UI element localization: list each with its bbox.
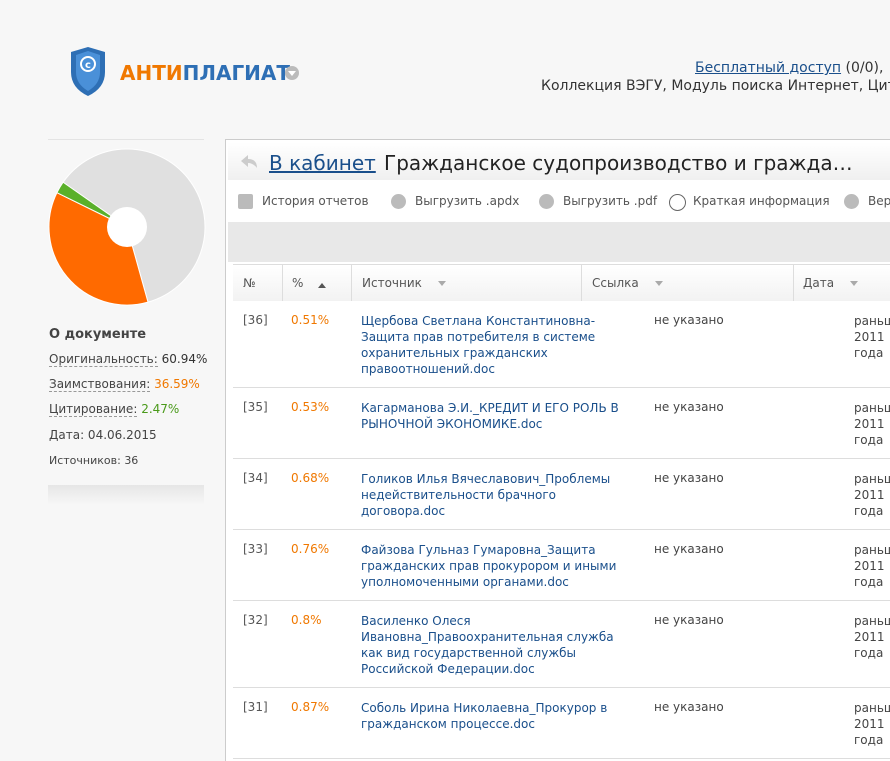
report-title: Гражданское судопроизводство и гражда… <box>384 151 853 175</box>
column-separator <box>282 265 283 301</box>
pie-slice <box>48 192 149 306</box>
toolbar-icon <box>391 194 406 209</box>
row-source[interactable]: Файзова Гульназ Гумаровна_Защита граждан… <box>361 543 617 589</box>
access: Бесплатный доступ (0/0), <box>695 60 883 76</box>
row-link: не указано <box>654 471 724 485</box>
row-source[interactable]: Щербова Светлана Константиновна-Защита п… <box>361 314 596 376</box>
table-row: [34] 0.68% Голиков Илья Вячеславович_Пробл… <box>233 459 890 530</box>
brand-menu[interactable] <box>284 65 300 81</box>
toolbar-icon <box>669 194 686 211</box>
brand-part: ПЛАГИАТ <box>182 61 291 85</box>
back-icon[interactable] <box>238 152 260 172</box>
panel-footer <box>48 485 204 505</box>
table-header <box>233 264 890 303</box>
filter-band <box>228 222 890 262</box>
column-header[interactable]: Дата <box>803 276 835 290</box>
column-header[interactable]: № <box>243 276 256 290</box>
stat: Заимствования: 36.59% <box>49 377 200 392</box>
back-link[interactable]: В кабинет <box>269 151 376 175</box>
pie-slice <box>56 181 128 228</box>
brand-part: АНТИ <box>120 61 183 85</box>
table-row: [36] 0.51% Щербова Светлана Константиновна… <box>233 301 890 388</box>
toolbar-icon <box>844 194 859 209</box>
toolbar-item[interactable]: Выгрузить .apdx <box>415 194 520 208</box>
row-percent: 0.68% <box>291 471 330 485</box>
row-source[interactable]: Соболь Ирина Николаевна_Прокурор в гражд… <box>361 701 608 731</box>
sort-arrow <box>655 281 663 290</box>
doc-sources: Источников: 36 <box>49 454 139 467</box>
row-number: [33] <box>243 542 268 556</box>
row-date: раньше 2011 года <box>854 614 890 660</box>
row-date: раньше 2011 года <box>854 543 890 589</box>
column-separator <box>581 265 582 301</box>
row-percent: 0.76% <box>291 542 330 556</box>
sort-arrow <box>850 281 858 290</box>
access-link[interactable]: Бесплатный доступ <box>695 60 842 76</box>
toolbar-item[interactable]: Версия для печати <box>868 194 890 208</box>
pie-hole <box>107 207 147 247</box>
row-number: [31] <box>243 700 268 714</box>
row-link: не указано <box>654 613 724 627</box>
row-number: [34] <box>243 471 268 485</box>
pie-chart <box>48 148 206 306</box>
row-link: не указано <box>654 400 724 414</box>
row-link: не указано <box>654 313 724 327</box>
logo-shield: c <box>71 47 105 96</box>
about-title: О документе <box>49 327 147 342</box>
column-separator <box>793 265 794 301</box>
report-header <box>228 142 890 180</box>
toolbar-icon <box>238 194 253 209</box>
table-row: [33] 0.76% Файзова Гульназ Гумаровна_Защит… <box>233 530 890 601</box>
row-date: раньше 2011 года <box>854 314 890 360</box>
toolbar-item[interactable]: История отчетов <box>262 194 369 208</box>
row-date: раньше 2011 года <box>854 472 890 518</box>
stat-value: 60.94% <box>161 352 208 366</box>
stat-value: 2.47% <box>141 402 180 416</box>
doc-date: Дата: 04.06.2015 <box>49 428 157 442</box>
row-percent: 0.8% <box>291 613 322 627</box>
row-percent: 0.53% <box>291 400 330 414</box>
table-row: [31] 0.87% Соболь Ирина Николаевна_Прокуро… <box>233 688 890 759</box>
toolbar-item[interactable]: Выгрузить .pdf <box>563 194 658 208</box>
stat: Цитирование: 2.47% <box>49 402 180 417</box>
row-number: [32] <box>243 613 268 627</box>
column-header[interactable]: Ссылка <box>592 276 639 290</box>
row-source[interactable]: Голиков Илья Вячеславович_Проблемы недей… <box>361 472 611 518</box>
divider <box>48 139 204 140</box>
svg-text:c: c <box>85 60 91 71</box>
column-header[interactable]: Источник <box>362 276 422 290</box>
stat-label: Оригинальность: <box>49 352 158 367</box>
sort-arrow <box>438 281 446 290</box>
access-count: (0/0), <box>845 60 884 76</box>
stat-label: Цитирование: <box>49 402 138 417</box>
column-header[interactable]: % <box>292 276 304 290</box>
row-number: [35] <box>243 400 268 414</box>
stat-label: Заимствования: <box>49 377 151 392</box>
column-separator <box>351 265 352 301</box>
row-link: не указано <box>654 542 724 556</box>
toolbar-icon <box>539 194 554 209</box>
stat: Оригинальность: 60.94% <box>49 352 208 367</box>
stat-value: 36.59% <box>154 377 200 391</box>
row-percent: 0.87% <box>291 700 330 714</box>
toolbar-item[interactable]: Краткая информация <box>693 194 830 208</box>
table-row: [32] 0.8% Василенко Олеся Ивановна_Правоох… <box>233 601 890 688</box>
row-percent: 0.51% <box>291 313 330 327</box>
table-row: [35] 0.53% Кагарманова Э.И._КРЕДИТ И ЕГО Р… <box>233 388 890 459</box>
brand: АНТИПЛАГИАТ <box>120 61 290 85</box>
sort-arrow <box>318 279 326 288</box>
row-link: не указано <box>654 700 724 714</box>
row-number: [36] <box>243 313 268 327</box>
row-date: раньше 2011 года <box>854 401 890 447</box>
row-date: раньше 2011 года <box>854 701 890 747</box>
collections: Коллекция ВЭГУ, Модуль поиска Интернет, … <box>541 78 890 94</box>
row-source[interactable]: Кагарманова Э.И._КРЕДИТ И ЕГО РОЛЬ В РЫН… <box>361 401 619 431</box>
row-source[interactable]: Василенко Олеся Ивановна_Правоохранитель… <box>361 614 614 676</box>
